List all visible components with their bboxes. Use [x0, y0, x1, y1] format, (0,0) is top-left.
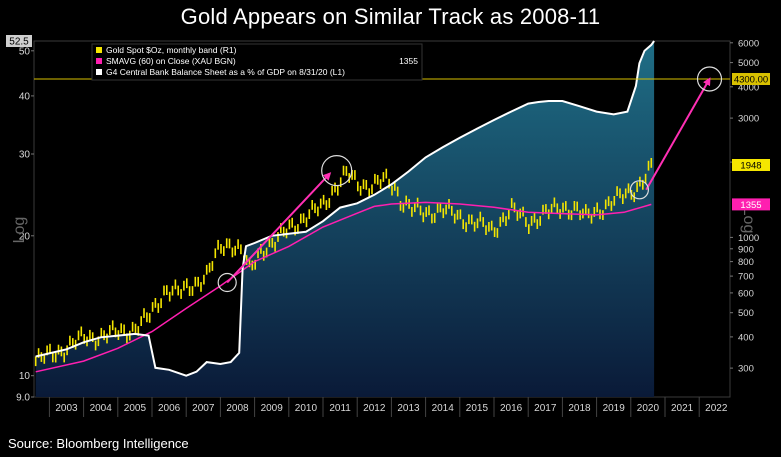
sma-line [35, 201, 652, 373]
right-tick-label: 300 [738, 364, 754, 375]
right-label-1948: 1948 [740, 161, 761, 172]
right-tick-label: 3000 [738, 114, 759, 125]
x-tick-label: 2019 [603, 403, 626, 414]
x-tick-label: 2008 [226, 403, 249, 414]
right-tick-label: 400 [738, 332, 754, 343]
x-tick-label: 2011 [329, 403, 351, 414]
right-axis-label: Log [740, 207, 757, 234]
left-tick-label: 20 [19, 231, 31, 242]
right-tick-label: 1000 [738, 233, 759, 244]
highlight-circle [629, 180, 650, 200]
x-tick-label: 2018 [568, 403, 591, 414]
x-tick-label: 2015 [466, 403, 489, 414]
right-tick-label: 800 [738, 257, 754, 268]
legend-swatch [96, 58, 102, 64]
x-tick-label: 2022 [705, 403, 728, 414]
x-tick-label: 2016 [500, 403, 523, 414]
trend-arrow [645, 77, 711, 191]
x-tick-label: 2009 [261, 403, 284, 414]
x-tick-label: 2013 [397, 403, 420, 414]
right-label-4300-box [732, 73, 770, 85]
chart-title: Gold Appears on Similar Track as 2008-11 [180, 4, 601, 29]
legend-swatch [96, 69, 102, 75]
right-tick-label: 5000 [738, 58, 759, 69]
x-tick-label: 2010 [295, 403, 318, 414]
legend-label: G4 Central Bank Balance Sheet as a % of … [106, 67, 345, 77]
x-tick-label: 2014 [432, 403, 455, 414]
x-tick-label: 2007 [192, 403, 215, 414]
trend-arrow [226, 172, 332, 284]
legend-swatch [96, 47, 102, 53]
highlight-circle [321, 155, 353, 187]
balance-sheet-line [35, 40, 655, 377]
left-top-marker-label: 52.5 [9, 37, 29, 48]
right-label-1948-box [732, 159, 770, 171]
left-tick-label: 10 [19, 371, 31, 382]
right-tick-label: 6000 [738, 38, 759, 49]
x-tick-label: 2021 [671, 403, 694, 414]
x-tick-label: 2006 [158, 403, 181, 414]
left-tick-label: 40 [19, 91, 31, 102]
x-tick-label: 2004 [90, 403, 113, 414]
highlight-circle [696, 66, 723, 92]
right-tick-label: 600 [738, 288, 754, 299]
legend-label: Gold Spot $Oz, monthly band (R1) [106, 45, 237, 55]
left-top-marker-box [6, 35, 32, 47]
x-tick-label: 2020 [637, 403, 660, 414]
legend-label: SMAVG (60) on Close (XAU BGN) [106, 56, 236, 66]
right-label-1355: 1355 [740, 200, 761, 211]
x-tick-label: 2005 [124, 403, 147, 414]
balance-sheet-area [35, 41, 655, 397]
legend-box [91, 43, 423, 81]
x-tick-label: 2017 [534, 403, 557, 414]
left-tick-label: 30 [19, 150, 31, 161]
right-tick-label: 700 [738, 272, 754, 283]
right-tick-label: 900 [738, 244, 754, 255]
left-tick-label: 9.0 [16, 393, 30, 404]
legend-value: 1355 [399, 56, 418, 66]
x-tick-label: 2012 [363, 403, 386, 414]
x-tick-label: 2003 [55, 403, 78, 414]
source-note: Source: Bloomberg Intelligence [8, 436, 189, 451]
left-axis-label: Log [11, 217, 28, 244]
right-label-1355-box [732, 198, 770, 211]
right-label-4300: 4300.00 [734, 75, 768, 86]
right-tick-label: 4000 [738, 82, 759, 93]
highlight-circle [217, 272, 237, 293]
left-tick-label: 50 [19, 46, 31, 57]
right-tick-label: 500 [738, 308, 754, 319]
